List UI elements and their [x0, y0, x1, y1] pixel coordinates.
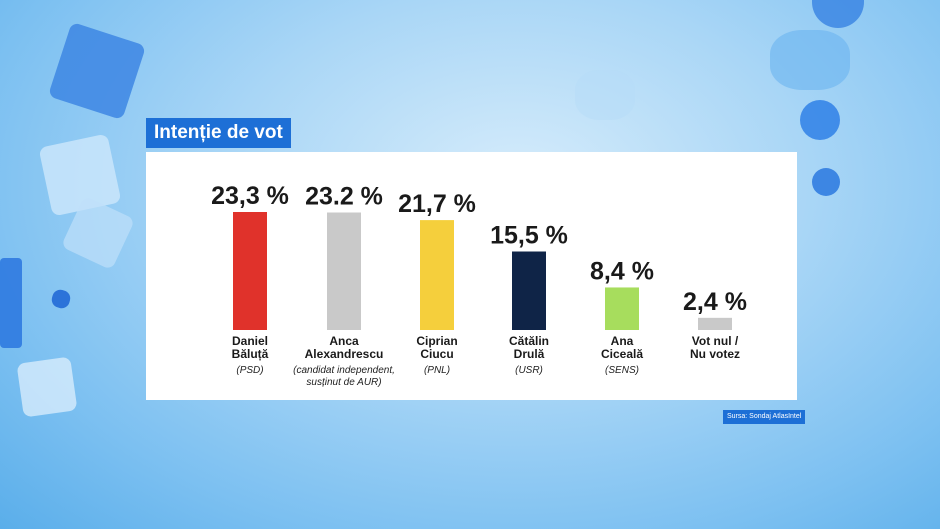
party-label-3-0: (USR)	[515, 365, 543, 376]
category-label-3-0: Cătălin	[509, 334, 549, 348]
party-label-2-0: (PNL)	[424, 365, 450, 376]
bar-4	[605, 287, 639, 330]
decor-cube	[16, 356, 78, 418]
value-label-1: 23.2 %	[305, 183, 383, 211]
category-label-2-0: Ciprian	[416, 334, 457, 348]
bar-0	[233, 212, 267, 330]
value-label-2: 21,7 %	[398, 190, 476, 218]
category-label-1-1: Alexandrescu	[305, 347, 384, 361]
bar-5	[698, 317, 732, 330]
decor-cube	[47, 21, 147, 121]
party-label-0-0: (PSD)	[236, 365, 263, 376]
decor-ball	[812, 0, 864, 28]
decor-ball	[800, 100, 840, 140]
value-label-4: 8,4 %	[590, 257, 654, 285]
decor-cube	[49, 287, 73, 311]
source-label: Sursa: Sondaj AtlasIntel	[723, 410, 806, 424]
party-label-1-1: susținut de AUR)	[306, 377, 381, 388]
value-label-3: 15,5 %	[490, 222, 568, 250]
bar-2	[420, 220, 454, 330]
category-label-1-0: Anca	[329, 334, 359, 348]
category-label-5-1: Nu votez	[690, 347, 740, 361]
category-label-0-0: Daniel	[232, 334, 268, 348]
category-label-4-0: Ana	[611, 334, 634, 348]
party-label-1-0: (candidat independent,	[293, 365, 395, 376]
decor-ball	[812, 168, 840, 196]
value-label-5: 2,4 %	[683, 288, 747, 316]
category-label-4-1: Ciceală	[601, 347, 643, 361]
category-label-5-0: Vot nul /	[692, 334, 739, 348]
bar-3	[512, 251, 546, 330]
party-label-4-0: (SENS)	[605, 365, 639, 376]
category-label-0-1: Băluță	[232, 347, 269, 361]
bar-1	[327, 212, 361, 330]
chart-title: Intenție de vot	[146, 118, 291, 148]
value-label-0: 23,3 %	[211, 182, 289, 210]
category-label-3-1: Drulă	[514, 347, 545, 361]
category-label-2-1: Ciucu	[420, 347, 453, 361]
decor-blob	[770, 30, 850, 90]
decor-cube	[0, 258, 22, 348]
decor-blob	[575, 70, 635, 120]
